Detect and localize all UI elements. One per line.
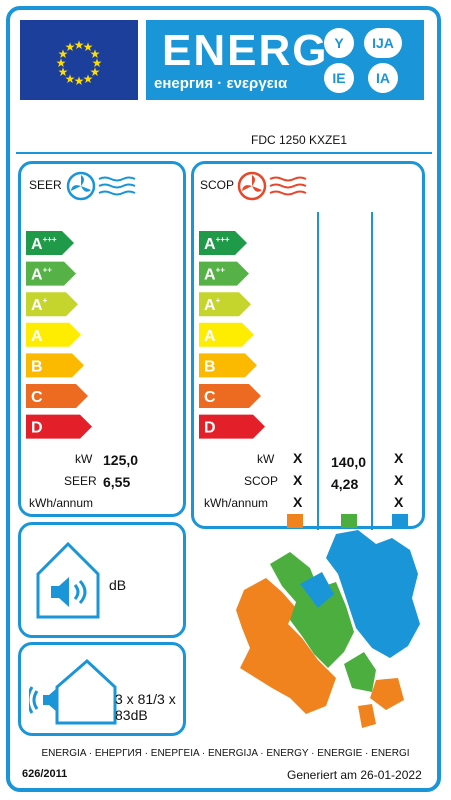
average-zone-scop-value: 4,28: [331, 476, 359, 492]
lang-badge: IE: [324, 63, 354, 93]
seer-class-label: B: [31, 358, 43, 375]
energy-languages: ENERGIA · ЕНЕРГИЯ · ΕΝΕΡΓΕΙΑ · ENERGIJA …: [41, 748, 410, 759]
cold-zone-kwh-mark: X: [293, 494, 303, 510]
svg-text:★: ★: [65, 72, 76, 86]
scop-class-arrow: [199, 292, 251, 317]
seer-class-arrow: [26, 414, 92, 439]
seer-class-arrow: [26, 231, 74, 255]
seer-class-arrow: [26, 292, 78, 317]
warm-zone-kw-mark: X: [394, 450, 404, 466]
indoor-noise-panel: dB: [18, 522, 186, 638]
seer-class-label: D: [31, 420, 43, 437]
zone-divider: [317, 212, 319, 530]
average-zone-region: [270, 552, 376, 692]
model-name: FDC 1250 KXZE1: [251, 133, 348, 147]
indoor-noise-unit: dB: [109, 577, 127, 593]
seer-class-label: A: [31, 328, 43, 345]
cold-zone-scop-mark: X: [293, 472, 303, 488]
outdoor-speaker-icon: [29, 658, 117, 725]
svg-text:★: ★: [90, 65, 101, 79]
cold-zone-region: [300, 530, 420, 658]
scop-class-label: D: [204, 420, 216, 437]
regulation-number: 626/2011: [22, 768, 68, 780]
seer-class-label: C: [31, 389, 43, 406]
warm-zone-region: [236, 578, 404, 728]
cooling-kw-label: kW: [75, 452, 93, 466]
generated-date: Generiert am 26-01-2022: [287, 768, 422, 782]
seer-title: SEER: [29, 178, 62, 192]
lang-badge: IJA: [364, 28, 402, 58]
indoor-speaker-icon: [36, 541, 100, 619]
svg-text:★: ★: [90, 47, 101, 61]
scop-class-arrow: [199, 414, 265, 439]
svg-text:★: ★: [58, 47, 69, 61]
warm-zone-scop-mark: X: [394, 472, 404, 488]
warm-zone-swatch: [392, 514, 408, 528]
scop-class-arrow: [199, 384, 261, 408]
svg-text:★: ★: [56, 56, 67, 70]
cooling-kw-value: 125,0: [103, 452, 139, 468]
average-zone-kw-value: 140,0: [331, 454, 367, 470]
outdoor-noise-panel: 3 x 81/3 x 83dB: [18, 642, 186, 736]
heating-kw-label: kW: [257, 452, 275, 466]
svg-text:★: ★: [83, 72, 94, 86]
eu-flag: ★ ★ ★ ★ ★ ★ ★ ★ ★ ★ ★ ★: [20, 20, 138, 100]
scop-class-label: C: [204, 389, 216, 406]
warm-zone-kwh-mark: X: [394, 494, 404, 510]
cold-zone-swatch: [287, 514, 303, 528]
climate-zone-map: [236, 530, 420, 728]
energy-banner: ENERG енергия · ενεργεια Y IJA IE IA: [146, 20, 424, 100]
svg-text:★: ★: [83, 40, 94, 54]
energy-brand: ENERG: [162, 26, 329, 75]
seer-label: SEER: [64, 474, 97, 488]
seer-class-arrow: [26, 261, 76, 286]
scop-class-arrow: [199, 261, 249, 286]
seer-value: 6,55: [103, 474, 131, 490]
scop-label: SCOP: [244, 474, 279, 488]
cold-zone-kw-mark: X: [293, 450, 303, 466]
lang-badge: IA: [368, 63, 398, 93]
svg-text:★: ★: [65, 40, 76, 54]
seer-class-arrow: [26, 353, 84, 378]
heating-fan-icon: [237, 171, 307, 201]
heating-panel: SCOP A+++ A++ A+ A B C D kW SCOP kWh/annum X X…: [191, 161, 425, 530]
cooling-kwh-label: kWh/annum: [29, 496, 94, 510]
eu-stars-icon: ★★★ ★★★ ★★★ ★★★: [56, 38, 103, 88]
outdoor-noise-value: 3 x 81/3 x 83dB: [115, 691, 176, 723]
seer-class-arrow: [26, 322, 81, 347]
divider: [16, 152, 432, 154]
heating-kwh-label: kWh/annum: [204, 496, 269, 510]
scop-class-arrow: [199, 231, 247, 255]
scop-title: SCOP: [200, 178, 235, 192]
label-frame: [6, 6, 441, 792]
cooling-panel: SEER A+++ A++ A+ A B C D kW 125,0 SEER 6,55 kW…: [18, 161, 186, 517]
average-zone-swatch: [341, 514, 357, 528]
seer-class-arrow: [26, 384, 88, 408]
energy-subtitle: енергия · ενεργεια: [154, 75, 288, 92]
scop-class-label: A: [204, 328, 216, 345]
lang-badge: Y: [324, 28, 354, 58]
svg-text:★: ★: [74, 38, 85, 52]
cooling-fan-icon: [66, 171, 136, 201]
svg-text:★: ★: [74, 74, 85, 88]
scop-class-arrow: [199, 353, 257, 378]
zone-divider: [371, 212, 373, 530]
svg-text:★: ★: [58, 65, 69, 79]
scop-class-arrow: [199, 322, 254, 347]
svg-text:★: ★: [92, 56, 103, 70]
scop-class-label: B: [204, 358, 216, 375]
